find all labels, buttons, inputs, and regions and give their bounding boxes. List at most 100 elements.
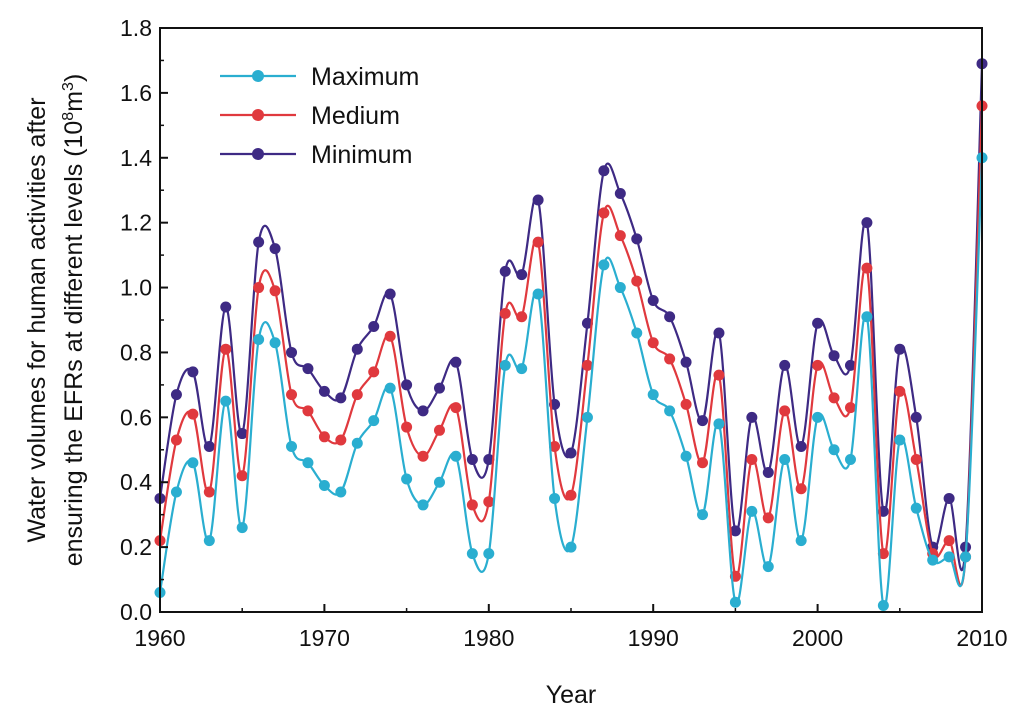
- y-tick-label: 0.4: [120, 469, 152, 495]
- data-point: [368, 366, 380, 378]
- data-point: [351, 389, 363, 401]
- data-point: [253, 333, 265, 345]
- data-point: [697, 457, 709, 469]
- data-point: [795, 441, 807, 453]
- y-axis-title-line2-pre: ensuring the EFRs at different levels (1…: [60, 121, 88, 567]
- data-point: [647, 295, 659, 307]
- data-point: [581, 411, 593, 423]
- data-point: [894, 385, 906, 397]
- data-point: [318, 479, 330, 491]
- series-medium: [154, 100, 988, 587]
- data-point: [516, 363, 528, 375]
- data-point: [927, 554, 939, 566]
- data-point: [762, 512, 774, 524]
- data-point: [549, 492, 561, 504]
- data-point: [581, 317, 593, 329]
- data-point: [466, 499, 478, 511]
- data-point: [877, 548, 889, 560]
- data-point: [844, 359, 856, 371]
- data-point: [664, 405, 676, 417]
- data-point: [762, 466, 774, 478]
- y-axis-title-post: ): [60, 74, 88, 82]
- x-axis-title: Year: [546, 681, 597, 709]
- data-point: [614, 187, 626, 199]
- data-point: [680, 450, 692, 462]
- y-tick-label: 0.6: [120, 404, 152, 430]
- data-point: [236, 470, 248, 482]
- data-point: [680, 398, 692, 410]
- data-point: [894, 343, 906, 355]
- data-point: [335, 486, 347, 498]
- y-axis-title-line2: ensuring the EFRs at different levels (1…: [60, 74, 88, 567]
- data-point: [417, 450, 429, 462]
- data-point: [466, 548, 478, 560]
- data-point: [565, 541, 577, 553]
- data-point: [861, 217, 873, 229]
- legend-item-minimum: Minimum: [220, 141, 412, 169]
- y-axis-title-2: ensuring the EFRs at different levels (1…: [60, 74, 88, 567]
- data-point: [433, 424, 445, 436]
- legend-item-maximum: Maximum: [220, 63, 419, 91]
- data-point: [450, 356, 462, 368]
- data-point: [450, 450, 462, 462]
- series-maximum: [154, 152, 988, 612]
- data-point: [779, 454, 791, 466]
- data-point: [844, 402, 856, 414]
- data-point: [302, 405, 314, 417]
- data-point: [664, 353, 676, 365]
- legend-marker: [252, 148, 264, 160]
- data-point: [647, 337, 659, 349]
- data-point: [532, 288, 544, 300]
- data-point: [203, 535, 215, 547]
- x-tick-label: 1960: [134, 625, 185, 651]
- data-point: [269, 285, 281, 297]
- data-point: [746, 411, 758, 423]
- data-point: [401, 473, 413, 485]
- data-point: [499, 308, 511, 320]
- data-point: [943, 535, 955, 547]
- data-point: [779, 359, 791, 371]
- legend-marker: [252, 109, 264, 121]
- data-point: [532, 194, 544, 206]
- data-point: [828, 444, 840, 456]
- x-tick-label: 1990: [628, 625, 679, 651]
- legend-label: Maximum: [311, 63, 419, 91]
- y-tick-label: 1.4: [120, 145, 152, 171]
- data-point: [746, 454, 758, 466]
- data-point: [401, 421, 413, 433]
- data-point: [614, 282, 626, 294]
- data-point: [598, 165, 610, 177]
- data-point: [565, 447, 577, 459]
- data-point: [598, 207, 610, 219]
- x-tick-label: 1970: [299, 625, 350, 651]
- data-point: [286, 346, 298, 358]
- data-point: [647, 389, 659, 401]
- data-point: [335, 434, 347, 446]
- legend: Maximum Medium Minimum: [220, 63, 419, 169]
- data-point: [598, 259, 610, 271]
- data-point: [812, 359, 824, 371]
- data-point: [253, 236, 265, 248]
- data-point: [417, 499, 429, 511]
- data-point: [187, 457, 199, 469]
- y-tick-label: 0.8: [120, 339, 152, 365]
- data-point: [269, 337, 281, 349]
- y-axis-title: Water volumes for human activities after: [23, 97, 51, 542]
- data-point: [910, 502, 922, 514]
- legend-label: Medium: [311, 102, 400, 130]
- data-point: [631, 233, 643, 245]
- data-point: [302, 363, 314, 375]
- data-point: [549, 441, 561, 453]
- data-point: [516, 311, 528, 323]
- data-point: [318, 385, 330, 397]
- data-point: [877, 600, 889, 612]
- data-point: [384, 330, 396, 342]
- data-point: [499, 359, 511, 371]
- data-point: [943, 551, 955, 563]
- data-point: [483, 548, 495, 560]
- y-axis-title-sup1: 8: [60, 112, 77, 121]
- legend-item-medium: Medium: [220, 102, 400, 130]
- y-tick-label: 1.0: [120, 275, 152, 301]
- data-point: [910, 411, 922, 423]
